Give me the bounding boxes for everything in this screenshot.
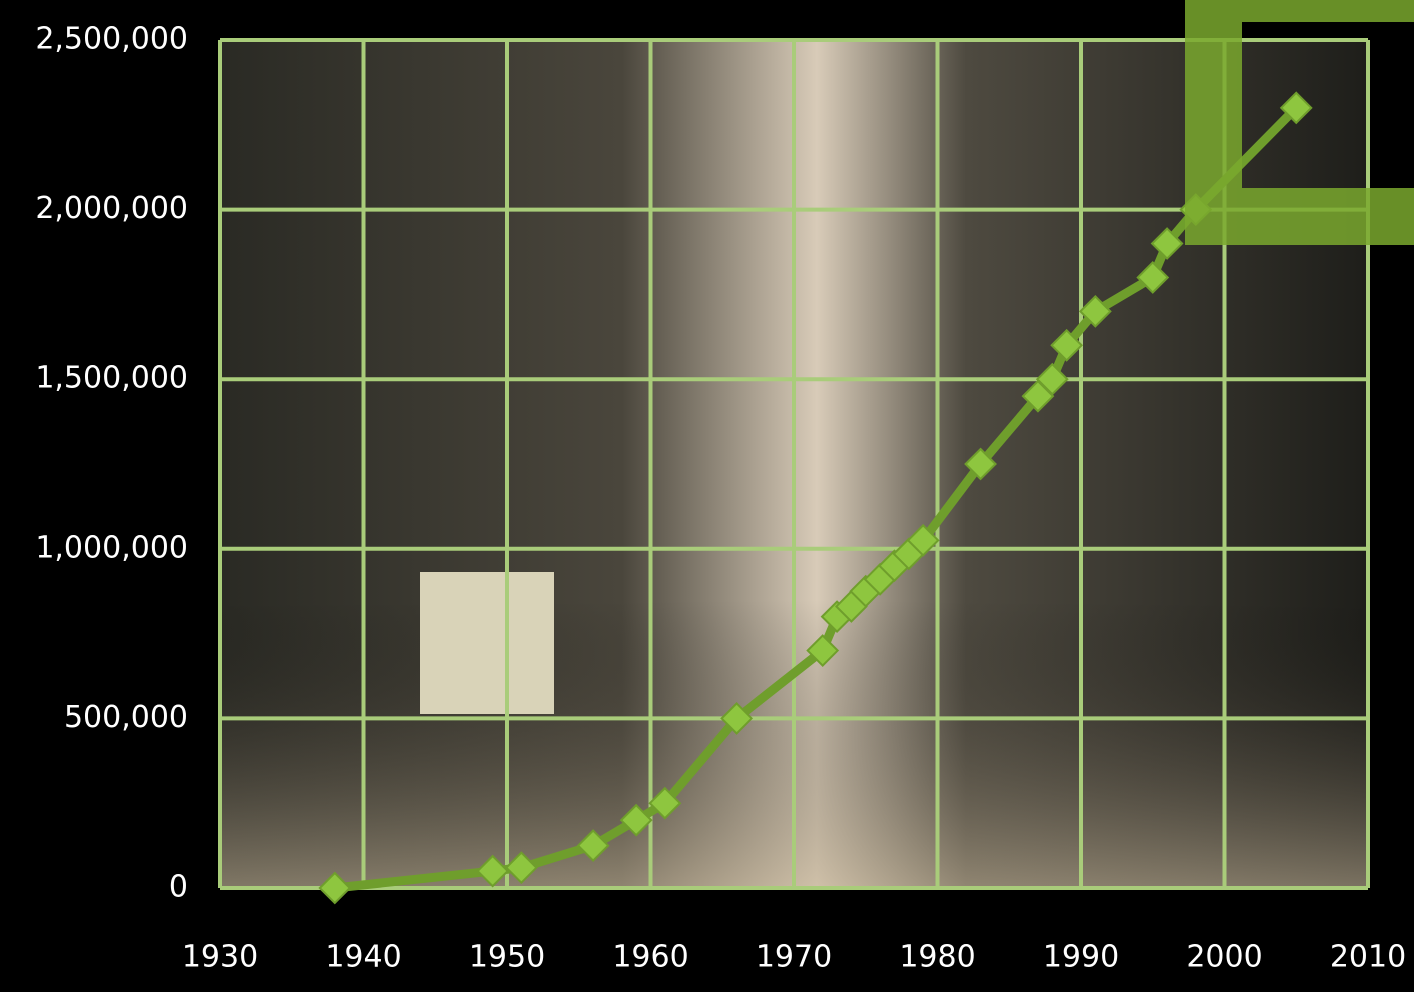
data-marker: [476, 854, 510, 888]
data-marker: [964, 447, 997, 481]
y-tick-label: 500,000: [64, 700, 188, 735]
y-tick-label: 2,500,000: [35, 22, 188, 57]
data-marker: [720, 701, 754, 735]
data-marker: [619, 803, 653, 837]
data-marker: [906, 523, 940, 557]
data-marker: [1078, 294, 1112, 328]
background-box: [420, 572, 554, 714]
x-tick-label: 1970: [756, 940, 832, 975]
y-tick-label: 1,500,000: [35, 361, 188, 396]
y-tick-label: 0: [169, 870, 188, 905]
x-tick-label: 1980: [899, 940, 975, 975]
data-marker: [1279, 91, 1313, 125]
y-tick-label: 1,000,000: [35, 530, 188, 565]
data-marker: [1035, 362, 1069, 396]
data-marker: [1150, 227, 1184, 260]
x-tick-label: 1990: [1043, 940, 1119, 975]
x-tick-label: 1950: [469, 940, 545, 975]
decoration: [1185, 0, 1414, 245]
x-tick-label: 2000: [1186, 940, 1262, 975]
x-tick-label: 1940: [325, 940, 401, 975]
data-marker: [576, 829, 610, 863]
x-tick-label: 1960: [612, 940, 688, 975]
data-marker: [806, 634, 840, 667]
data-marker: [648, 786, 682, 820]
data-marker: [1136, 261, 1170, 294]
data-marker: [1050, 328, 1084, 362]
x-tick-label: 2010: [1330, 940, 1406, 975]
y-tick-label: 2,000,000: [35, 191, 188, 226]
x-tick-label: 1930: [182, 940, 258, 975]
data-marker: [504, 851, 538, 885]
data-marker: [318, 871, 352, 905]
